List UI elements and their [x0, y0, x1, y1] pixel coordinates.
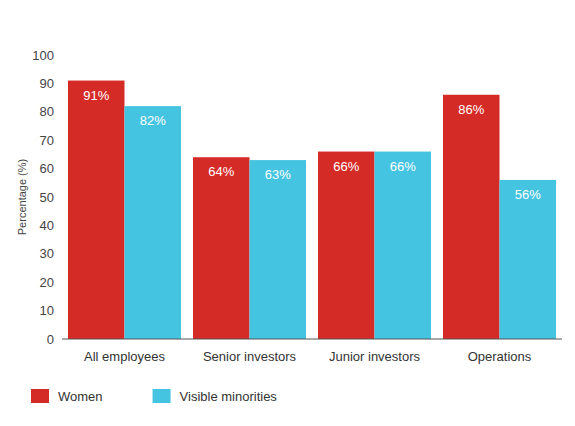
y-tick-label: 80	[40, 104, 54, 119]
x-tick-label: Senior investors	[203, 349, 297, 364]
bar	[125, 106, 182, 339]
bar	[193, 157, 250, 339]
y-tick-label: 50	[40, 190, 54, 205]
x-tick-label: Junior investors	[329, 349, 421, 364]
data-label: 66%	[390, 159, 416, 174]
y-axis-label: Percentage (%)	[16, 159, 28, 235]
x-tick-label: Operations	[468, 349, 532, 364]
x-tick-label: All employees	[84, 349, 165, 364]
bar	[500, 180, 557, 339]
bar	[250, 160, 307, 339]
y-tick-label: 30	[40, 246, 54, 261]
y-tick-label: 100	[32, 48, 54, 63]
y-tick-label: 0	[47, 332, 54, 347]
y-tick-label: 60	[40, 161, 54, 176]
y-tick-label: 40	[40, 218, 54, 233]
data-labels: 91% 82% 64% 63% 66% 66% 86% 56%	[83, 88, 541, 202]
y-tick-label: 10	[40, 303, 54, 318]
data-label: 56%	[515, 187, 541, 202]
x-axis-line	[62, 339, 562, 340]
data-label: 86%	[458, 102, 484, 117]
data-label: 64%	[208, 164, 234, 179]
legend-label: Visible minorities	[180, 389, 278, 404]
bar	[375, 152, 432, 339]
legend-swatch	[153, 389, 171, 403]
chart-container: 0 10 20 30 40 50 60 70 80 90 100 Percentage (%) 91% 8…	[0, 0, 575, 426]
data-label: 82%	[140, 113, 166, 128]
bar	[68, 81, 125, 339]
y-tick-label: 20	[40, 275, 54, 290]
data-label: 91%	[83, 88, 109, 103]
data-label: 66%	[333, 159, 359, 174]
legend-label: Women	[58, 389, 103, 404]
bars	[68, 81, 556, 339]
y-tick-label: 70	[40, 133, 54, 148]
page: {"chart_data": { "type": "bar", "y_label…	[0, 0, 575, 426]
y-tick-label: 90	[40, 76, 54, 91]
legend-swatch	[31, 389, 49, 403]
chart: 0 10 20 30 40 50 60 70 80 90 100 Percentage (%) 91% 8…	[0, 0, 575, 426]
bar	[443, 95, 500, 339]
bar	[318, 152, 375, 339]
data-label: 63%	[265, 167, 291, 182]
